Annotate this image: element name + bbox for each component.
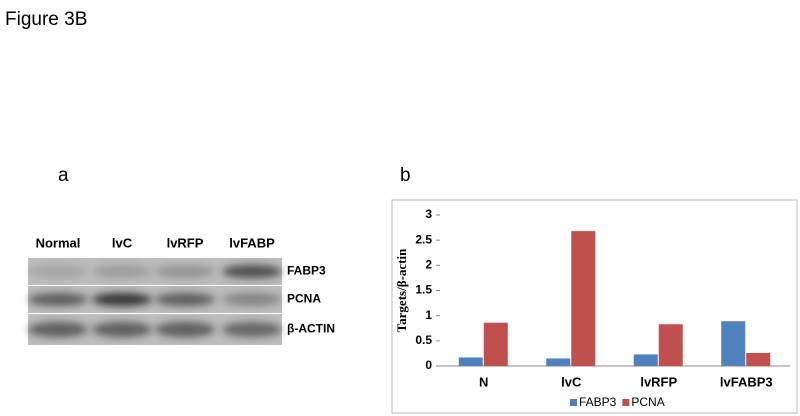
blot-band bbox=[92, 264, 152, 279]
blot-band bbox=[222, 321, 282, 338]
blot-band bbox=[222, 292, 282, 307]
blot-band bbox=[92, 321, 152, 338]
lane-label: lvC bbox=[112, 235, 133, 250]
bar bbox=[746, 352, 771, 366]
blot-band bbox=[155, 264, 215, 279]
lane-label: Normal bbox=[36, 235, 81, 250]
blot-band bbox=[28, 264, 88, 279]
legend-label: FABP3 bbox=[579, 395, 617, 409]
blot-band bbox=[28, 292, 88, 307]
lane-label: lvFABP bbox=[229, 235, 275, 250]
y-tick-label: 0 bbox=[425, 358, 432, 372]
panel-label: a bbox=[58, 165, 69, 186]
x-tick-label: lvRFP bbox=[640, 374, 677, 389]
y-tick-label: 3 bbox=[425, 207, 432, 221]
bar bbox=[483, 322, 508, 366]
y-tick-label: 0.5 bbox=[415, 333, 432, 347]
row-label: FABP3 bbox=[287, 264, 326, 278]
panel-label: b bbox=[400, 165, 411, 186]
lane-label: lvRFP bbox=[167, 235, 204, 250]
bar bbox=[546, 358, 571, 366]
chart-frame bbox=[391, 199, 798, 414]
blot-band bbox=[92, 292, 152, 307]
legend-label: PCNA bbox=[631, 395, 664, 409]
row-label: PCNA bbox=[287, 292, 321, 306]
row-label: β-ACTIN bbox=[287, 322, 335, 336]
legend-swatch bbox=[622, 399, 630, 406]
legend-swatch bbox=[570, 399, 577, 406]
bar bbox=[721, 321, 746, 366]
y-tick-label: 1 bbox=[425, 308, 432, 322]
y-tick-label: 2 bbox=[425, 258, 432, 272]
bar bbox=[633, 354, 658, 366]
bar bbox=[658, 324, 683, 366]
blot-band bbox=[28, 321, 88, 338]
western-blot bbox=[28, 258, 282, 345]
y-tick-label: 2.5 bbox=[415, 232, 432, 246]
blot-band bbox=[222, 264, 282, 279]
y-axis-label: Targets/β-actin bbox=[394, 248, 409, 332]
x-tick-label: N bbox=[479, 374, 488, 389]
figure-title: Figure 3B bbox=[5, 9, 87, 30]
blot-band bbox=[155, 292, 215, 307]
bar bbox=[458, 357, 483, 366]
blot-band bbox=[155, 321, 215, 338]
bar bbox=[571, 231, 596, 366]
y-tick-label: 1.5 bbox=[415, 283, 432, 297]
x-tick-label: lvC bbox=[561, 374, 582, 389]
x-tick-label: lvFABP3 bbox=[720, 374, 773, 389]
